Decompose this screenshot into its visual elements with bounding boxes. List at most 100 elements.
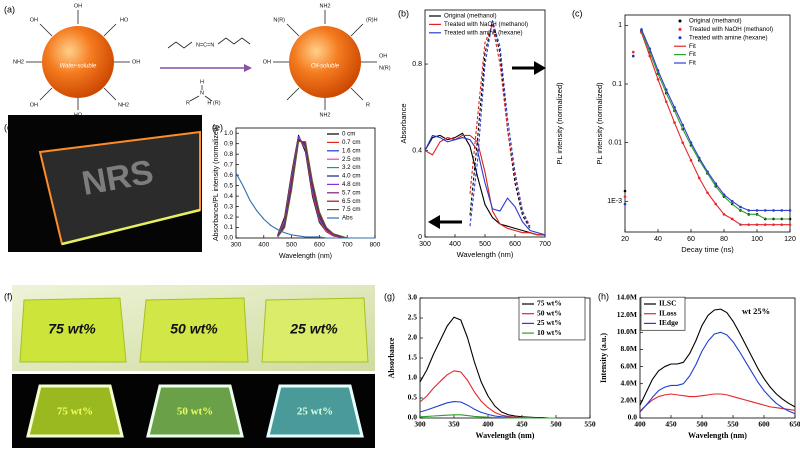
x-tick-label: 550 bbox=[584, 420, 596, 429]
y-tick-label: 0.3 bbox=[224, 203, 233, 210]
sample-label: 75 wt% bbox=[48, 321, 96, 337]
series-line bbox=[424, 134, 545, 236]
series-line bbox=[277, 137, 348, 239]
chart: 400 450 500 550 600 650 0.0 2.0M 4.0M 6.0M 8.0M 10.… bbox=[599, 293, 800, 440]
group-label: OH bbox=[379, 53, 387, 59]
series-line bbox=[424, 134, 546, 236]
legend-label: 6.5 cm bbox=[342, 198, 361, 205]
group-label: HO bbox=[120, 17, 129, 23]
y-tick-label: 3.0 bbox=[408, 293, 418, 302]
x-tick-label: 500 bbox=[550, 420, 562, 429]
legend-symbol bbox=[678, 27, 682, 31]
y-tick-label: 1.0 bbox=[408, 373, 418, 382]
x-tick-label: 700 bbox=[539, 241, 551, 248]
y-tick-label: 0.8 bbox=[412, 61, 422, 68]
y-tick-label: 2.0M bbox=[621, 396, 637, 405]
legend-label: Original (methanol) bbox=[444, 13, 497, 20]
y-tick-label: 0.0 bbox=[224, 235, 233, 242]
series-line bbox=[469, 20, 531, 229]
legend-label: ILSC bbox=[659, 299, 677, 308]
particle-label: Water-soluble bbox=[60, 64, 97, 70]
sample-glow bbox=[146, 384, 244, 438]
y-tick-label: 0.1 bbox=[224, 224, 233, 231]
chart: 300 400 500 600 700 0 0.4 0.8 Original (methanol… bbox=[399, 9, 564, 259]
y-tick-label: 1.5 bbox=[408, 353, 418, 362]
x-tick-label: 300 bbox=[419, 241, 431, 248]
y-tick-label: 1.0 bbox=[224, 130, 233, 137]
y-tick-label: 2.0 bbox=[408, 333, 418, 342]
x-tick-label: 60 bbox=[687, 236, 695, 243]
chart: 300 400 500 600 700 800 0.0 0.1 0.2 0.3 0.4 0.5 0.6 0… bbox=[213, 125, 381, 260]
x-axis-label: Wavelength (nm) bbox=[457, 250, 514, 259]
amine-atom: H bbox=[200, 79, 204, 85]
sample-label: 25 wt% bbox=[289, 321, 338, 337]
legend-label: Fit bbox=[689, 43, 696, 50]
legend-label: Treated with amine (hexane) bbox=[444, 29, 523, 36]
photo-f: 75 wt% 50 wt% 25 wt% 75 wt% 50 wt% 25 wt… bbox=[12, 285, 375, 448]
panel-label: (c) bbox=[572, 8, 583, 18]
panel-label: (b) bbox=[398, 8, 409, 18]
x-tick-label: 400 bbox=[482, 420, 494, 429]
x-tick-label: 400 bbox=[258, 242, 269, 249]
data-point bbox=[631, 54, 635, 58]
group-label: OH bbox=[30, 17, 38, 23]
y-tick-label: 4.0M bbox=[621, 378, 637, 387]
legend-label: Treated with amine (hexane) bbox=[689, 34, 768, 41]
group-label: OH bbox=[263, 59, 271, 65]
legend-label: 1.6 cm bbox=[342, 147, 361, 154]
y-tick-label: 0.5 bbox=[408, 393, 418, 402]
legend-label: ILoss bbox=[659, 308, 677, 317]
group-label: R bbox=[366, 102, 370, 108]
group-label: OH bbox=[74, 3, 82, 9]
panel-label: (h) bbox=[598, 291, 609, 301]
series-line bbox=[469, 20, 531, 229]
legend-label: 0.7 cm bbox=[342, 139, 361, 146]
group-label: NH2 bbox=[118, 102, 129, 108]
group-label: NH2 bbox=[13, 59, 24, 65]
legend-symbol bbox=[678, 19, 682, 23]
x-axis-label: Wavelength (nm) bbox=[279, 253, 332, 260]
group-label: OH bbox=[30, 102, 38, 108]
x-tick-label: 450 bbox=[516, 420, 528, 429]
nanoparticle bbox=[42, 26, 114, 98]
y-tick-label: 1 bbox=[618, 22, 622, 29]
data-point bbox=[623, 202, 627, 206]
legend-label: 4.0 cm bbox=[342, 173, 361, 180]
x-tick-label: 650 bbox=[789, 420, 800, 429]
series-line bbox=[639, 308, 796, 408]
series-line bbox=[235, 172, 375, 239]
group-label: N(R) bbox=[379, 65, 391, 71]
legend-label: 10 wt% bbox=[537, 328, 562, 337]
legend-label: 7.5 cm bbox=[342, 206, 361, 213]
x-tick-label: 80 bbox=[720, 236, 728, 243]
legend-label: 2.5 cm bbox=[342, 156, 361, 163]
x-axis-label: Decay time (ns) bbox=[681, 245, 734, 254]
x-tick-label: 450 bbox=[665, 420, 677, 429]
legend-label: Treated with NaOH (methanol) bbox=[689, 26, 773, 33]
legend-label: Fit bbox=[689, 60, 696, 67]
x-tick-label: 800 bbox=[370, 242, 381, 249]
group-label: NH2 bbox=[319, 112, 330, 118]
x-tick-label: 500 bbox=[286, 242, 297, 249]
sample-label: 50 wt% bbox=[170, 321, 218, 337]
series-line bbox=[639, 331, 796, 415]
amine-atom: H (R) bbox=[207, 100, 220, 106]
series-line bbox=[640, 29, 790, 211]
plot-frame bbox=[235, 127, 376, 239]
plot-frame bbox=[624, 14, 791, 233]
legend-label: Abs bbox=[342, 215, 353, 222]
slab-edge-glow bbox=[61, 208, 201, 246]
y-tick-label: 12.0M bbox=[617, 310, 637, 319]
x-tick-label: 550 bbox=[727, 420, 739, 429]
y-tick-label: 0.2 bbox=[224, 214, 233, 221]
x-tick-label: 600 bbox=[314, 242, 325, 249]
legend-label: 75 wt% bbox=[537, 299, 562, 308]
x-tick-label: 600 bbox=[758, 420, 770, 429]
x-axis-label: Wavelength (nm) bbox=[476, 431, 535, 440]
y-tick-label: 0.4 bbox=[412, 147, 422, 154]
group-label: OH bbox=[132, 59, 140, 65]
chart: 300 350 400 450 500 550 0.0 0.5 1.0 1.5 2.0 2.5 3.0 7… bbox=[387, 293, 596, 440]
photo-d: NRS bbox=[8, 115, 202, 252]
y-tick-label: 0.0 bbox=[628, 413, 638, 422]
legend-label: 5.7 cm bbox=[342, 189, 361, 196]
